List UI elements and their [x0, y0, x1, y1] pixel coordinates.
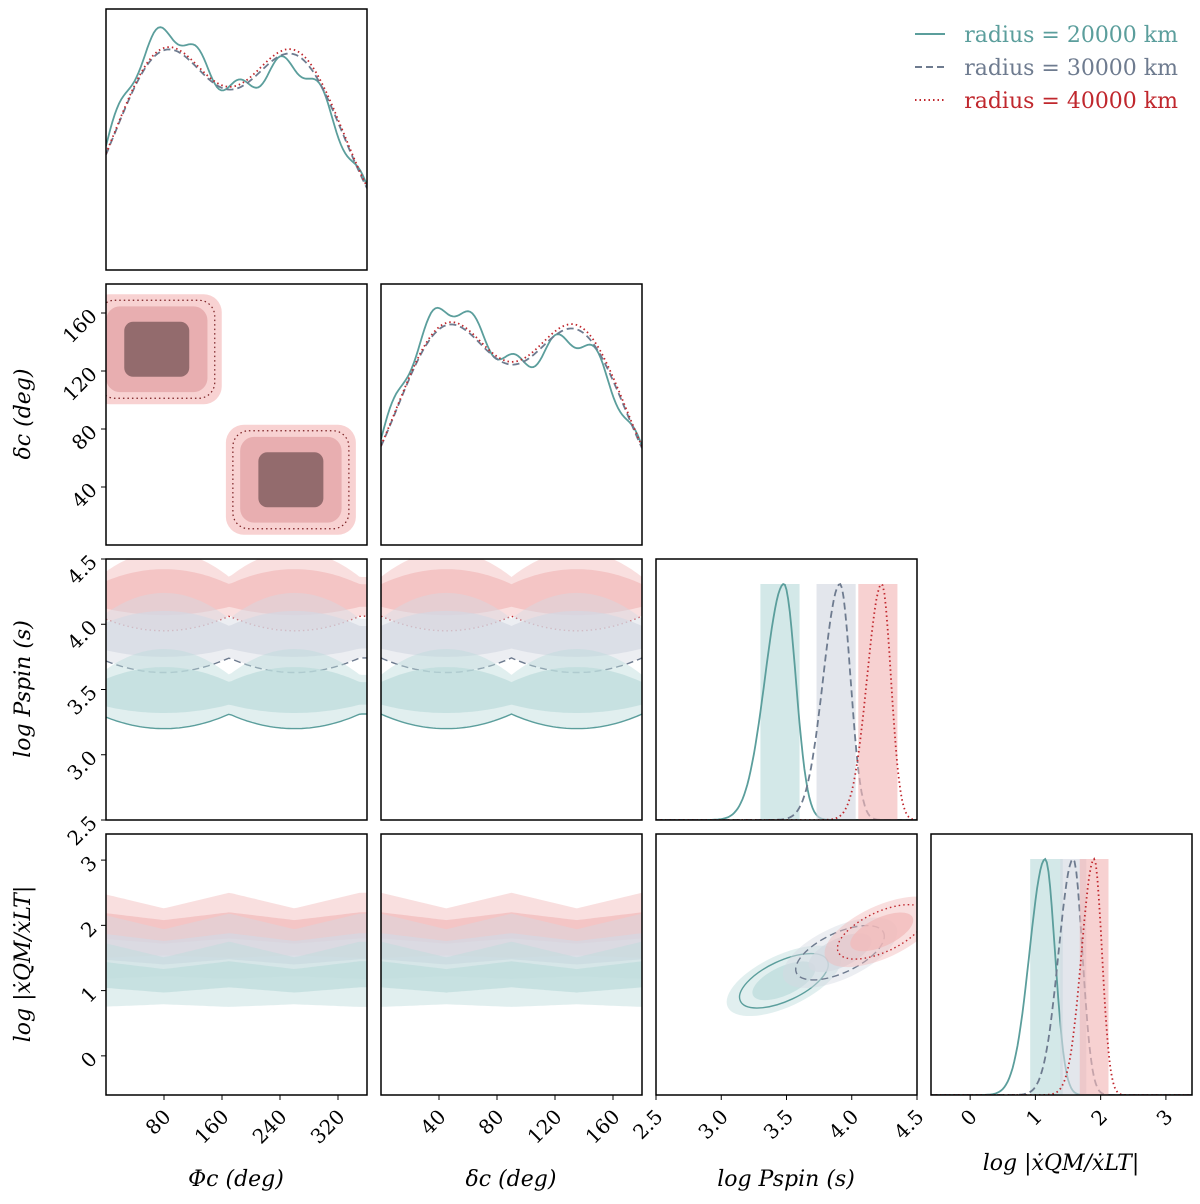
density-region — [106, 961, 367, 993]
legend-label-30000: radius = 30000 km — [964, 56, 1178, 81]
x-tick-label: 4.5 — [889, 1105, 928, 1144]
ylabel-logp: log Pspin (s) — [11, 620, 36, 758]
density-region — [752, 961, 816, 1001]
density-contour — [106, 299, 216, 399]
density-region — [258, 452, 324, 508]
y-tick-label: 0 — [76, 1047, 102, 1073]
panel-frame — [380, 833, 643, 1096]
y-tick-label: 4.5 — [62, 550, 101, 589]
y-tick-label: 160 — [58, 304, 102, 348]
density-region — [381, 961, 642, 993]
density-region — [124, 321, 190, 377]
xlabel-logx: log |ẋQM/ẋLT| — [983, 1151, 1139, 1176]
y-tick-label: 2 — [76, 916, 102, 942]
panel-logp-marginal — [656, 582, 917, 820]
axis-ticks: 80 160 240 320 40 80 120 160 2.5 3.0 3.5 4.0 4.5 0 1 2 3… — [58, 304, 1178, 1149]
x-tick-label: 3 — [1151, 1105, 1177, 1131]
density-contour — [106, 713, 367, 730]
x-tick-label: 240 — [248, 1105, 292, 1149]
xlabel-phi: Φc (deg) — [188, 1167, 284, 1192]
panel-frame — [105, 283, 368, 546]
y-tick-label: 80 — [67, 420, 102, 455]
x-tick-label: 160 — [190, 1105, 234, 1149]
x-tick-label: 3.0 — [693, 1105, 732, 1144]
x-tick-label: 320 — [306, 1105, 350, 1149]
panel-frame — [380, 283, 643, 546]
density-region — [850, 912, 914, 952]
ylabel-logx: log |ẋQM/ẋLT| — [11, 886, 36, 1042]
marginal-curve — [106, 46, 367, 188]
x-tick-label: 2.5 — [628, 1105, 667, 1144]
x-tick-label: 1 — [1021, 1105, 1047, 1131]
panel-logp-vs-phi — [106, 559, 367, 730]
panel-frame — [930, 833, 1193, 1096]
panel-frames — [105, 8, 1193, 1096]
panel-logx-vs-phi — [106, 892, 367, 1007]
x-tick-label: 4.0 — [824, 1105, 863, 1144]
x-tick-label: 40 — [416, 1105, 451, 1140]
density-contour — [836, 903, 917, 960]
density-region — [106, 912, 367, 944]
density-region — [381, 610, 642, 657]
panel-phi-marginal — [106, 26, 367, 189]
density-region — [106, 933, 367, 965]
panel-delta-vs-phi — [106, 294, 356, 535]
panel-logx-vs-logp — [726, 896, 917, 1017]
marginal-curve — [656, 583, 917, 820]
xlabel-delta: δc (deg) — [466, 1167, 557, 1192]
y-tick-label: 40 — [67, 478, 102, 513]
y-tick-label: 3 — [76, 851, 102, 877]
x-tick-label: 80 — [474, 1105, 509, 1140]
panel-frame — [380, 558, 643, 821]
y-tick-label: 120 — [58, 362, 102, 406]
xlabel-logp: log Pspin (s) — [717, 1167, 855, 1192]
marginal-curve — [106, 48, 367, 189]
density-region — [381, 933, 642, 965]
credible-band — [1030, 859, 1063, 1095]
panel-frame — [655, 558, 918, 821]
y-tick-label: 2.5 — [62, 811, 101, 850]
x-tick-label: 120 — [523, 1105, 567, 1149]
marginal-curve — [106, 26, 367, 186]
panel-delta-marginal — [381, 306, 642, 449]
credible-band — [760, 584, 800, 820]
panel-frame — [105, 833, 368, 1096]
x-tick-label: 160 — [581, 1105, 625, 1149]
y-tick-label: 1 — [76, 981, 102, 1007]
credible-band — [1079, 859, 1109, 1095]
density-contour — [381, 713, 642, 730]
density-contour — [232, 430, 350, 530]
y-tick-label: 3.0 — [62, 746, 101, 785]
density-region — [106, 610, 367, 657]
marginal-curve — [381, 306, 642, 447]
density-region — [381, 912, 642, 944]
legend: radius = 20000 km radius = 30000 km radi… — [915, 23, 1178, 114]
panel-logp-vs-delta — [381, 559, 642, 730]
x-tick-label: 0 — [956, 1105, 982, 1131]
density-region — [106, 667, 367, 713]
panel-logx-vs-delta — [381, 892, 642, 1007]
x-tick-label: 3.5 — [759, 1105, 798, 1144]
credible-band — [816, 584, 856, 820]
legend-label-40000: radius = 40000 km — [964, 89, 1178, 114]
y-tick-label: 4.0 — [62, 615, 101, 654]
ylabel-delta: δc (deg) — [11, 369, 36, 460]
x-tick-label: 2 — [1086, 1105, 1112, 1131]
panel-logx-marginal — [931, 857, 1192, 1095]
y-tick-label: 3.5 — [62, 680, 101, 719]
panel-frame — [105, 8, 368, 271]
marginal-curve — [381, 321, 642, 447]
legend-label-20000: radius = 20000 km — [964, 23, 1178, 48]
density-region — [106, 569, 367, 616]
density-region — [381, 569, 642, 616]
x-tick-label: 80 — [141, 1105, 176, 1140]
density-region — [381, 667, 642, 713]
